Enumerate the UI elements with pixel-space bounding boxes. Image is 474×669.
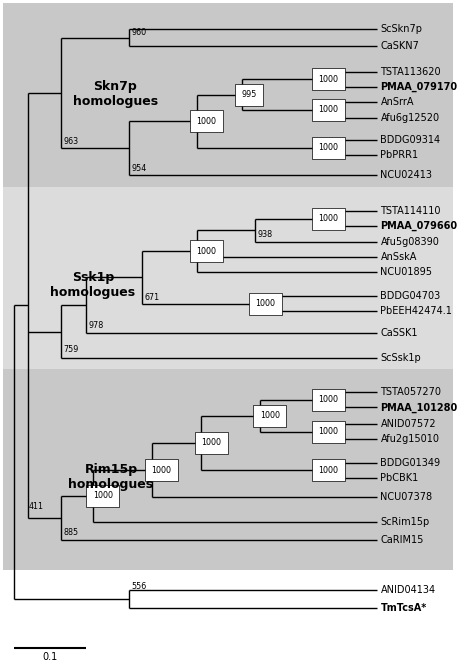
Text: 1000: 1000 [255, 299, 275, 308]
Text: PMAA_079170: PMAA_079170 [381, 82, 457, 92]
Text: 1000: 1000 [318, 143, 338, 153]
Text: CaRIM15: CaRIM15 [381, 535, 424, 545]
Text: Afu5g08390: Afu5g08390 [381, 237, 439, 247]
Text: NCU02413: NCU02413 [381, 171, 432, 180]
Text: PMAA_101280: PMAA_101280 [381, 402, 458, 413]
Text: 938: 938 [257, 231, 273, 240]
Text: CaSKN7: CaSKN7 [381, 41, 419, 51]
Text: AnSrrA: AnSrrA [381, 97, 414, 107]
Text: ScSsk1p: ScSsk1p [381, 353, 421, 363]
Text: Afu6g12520: Afu6g12520 [381, 112, 439, 122]
Text: PbEEH42474.1: PbEEH42474.1 [381, 306, 452, 316]
Text: 978: 978 [89, 320, 104, 330]
Text: NCU07378: NCU07378 [381, 492, 433, 502]
Text: PbCBK1: PbCBK1 [381, 473, 419, 483]
Text: ScRim15p: ScRim15p [381, 516, 430, 527]
Text: Afu2g15010: Afu2g15010 [381, 434, 439, 444]
Text: 954: 954 [131, 164, 146, 173]
Text: 1000: 1000 [318, 75, 338, 84]
Text: 759: 759 [64, 345, 79, 355]
Text: 960: 960 [131, 29, 146, 37]
Text: TSTA113620: TSTA113620 [381, 67, 441, 77]
Text: 885: 885 [64, 528, 79, 537]
Text: Ssk1p
homologues: Ssk1p homologues [50, 272, 136, 300]
Text: 1000: 1000 [318, 466, 338, 475]
Text: 556: 556 [131, 582, 146, 591]
Text: 1000: 1000 [152, 466, 172, 474]
Text: 1000: 1000 [201, 438, 221, 448]
Text: Rim15p
homologues: Rim15p homologues [68, 463, 154, 491]
Bar [3, 369, 454, 570]
Bar [3, 187, 454, 369]
Text: 1000: 1000 [318, 106, 338, 114]
Text: 1000: 1000 [318, 427, 338, 436]
Text: 1000: 1000 [318, 214, 338, 223]
Text: BDDG01349: BDDG01349 [381, 458, 441, 468]
Text: ScSkn7p: ScSkn7p [381, 24, 422, 34]
Text: TmTcsA*: TmTcsA* [381, 603, 427, 613]
Text: BDDG09314: BDDG09314 [381, 135, 441, 145]
Text: 1000: 1000 [260, 411, 280, 420]
Text: PbPRR1: PbPRR1 [381, 151, 419, 161]
Text: PMAA_079660: PMAA_079660 [381, 221, 457, 231]
Text: 671: 671 [145, 292, 160, 302]
Text: 1000: 1000 [197, 116, 217, 126]
Text: BDDG04703: BDDG04703 [381, 291, 441, 301]
Text: ANID07572: ANID07572 [381, 419, 436, 429]
Text: ANID04134: ANID04134 [381, 585, 436, 595]
Text: 0.1: 0.1 [43, 652, 58, 662]
Text: TSTA114110: TSTA114110 [381, 206, 441, 216]
Text: AnSskA: AnSskA [381, 252, 417, 262]
Text: TSTA057270: TSTA057270 [381, 387, 441, 397]
Text: Skn7p
homologues: Skn7p homologues [73, 80, 158, 108]
Text: 1000: 1000 [93, 491, 113, 500]
Text: 1000: 1000 [318, 395, 338, 404]
Text: 963: 963 [64, 137, 79, 146]
Text: 995: 995 [242, 90, 257, 99]
Text: 411: 411 [29, 502, 44, 510]
Text: 1000: 1000 [197, 247, 217, 256]
Text: CaSSK1: CaSSK1 [381, 328, 418, 338]
Bar [3, 3, 454, 187]
Text: NCU01895: NCU01895 [381, 267, 432, 277]
